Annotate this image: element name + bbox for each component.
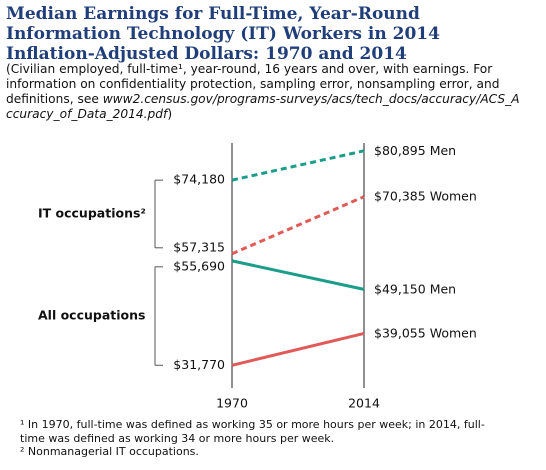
x-tick-label: 2014: [348, 396, 380, 411]
end-label: $70,385 Women: [374, 188, 477, 203]
chart-subtitle: (Civilian employed, full-time¹, year-rou…: [6, 62, 526, 122]
x-tick-label: 1970: [216, 396, 248, 411]
slope-line: [231, 195, 365, 256]
group-label: All occupations: [38, 308, 145, 323]
end-label: $80,895 Men: [374, 142, 456, 157]
slope-line: [231, 332, 365, 367]
footnote: ² Nonmanagerial IT occupations.: [20, 445, 199, 458]
series-name: Women: [430, 188, 477, 203]
value-label: $55,690: [173, 258, 225, 273]
series-name: Men: [430, 142, 456, 157]
value-label: $31,770: [173, 357, 225, 372]
slope-line: [231, 149, 365, 182]
series-name: Women: [430, 325, 477, 340]
subtitle-end: ): [167, 107, 173, 121]
value-label: $39,055: [374, 325, 426, 340]
footnote: ¹ In 1970, full-time was defined as work…: [20, 418, 485, 445]
series-name: Men: [430, 281, 456, 296]
group-label: IT occupations²: [38, 205, 146, 220]
chart-title: Median Earnings for Full-Time, Year-Roun…: [6, 4, 440, 64]
value-label: $49,150: [374, 281, 426, 296]
value-label: $80,895: [374, 142, 426, 157]
end-label: $49,150 Men: [374, 281, 456, 296]
footnotes: ¹ In 1970, full-time was defined as work…: [20, 418, 500, 459]
value-label: $57,315: [173, 239, 225, 254]
subtitle-text: (Civilian employed, full-time¹, year-rou…: [6, 62, 500, 106]
value-label: $74,180: [173, 172, 225, 187]
slope-line: [231, 259, 365, 291]
value-label: $70,385: [374, 188, 426, 203]
end-label: $39,055 Women: [374, 325, 477, 340]
subtitle-url: www2.census.gov/programs-surveys/acs/tec…: [6, 92, 520, 121]
